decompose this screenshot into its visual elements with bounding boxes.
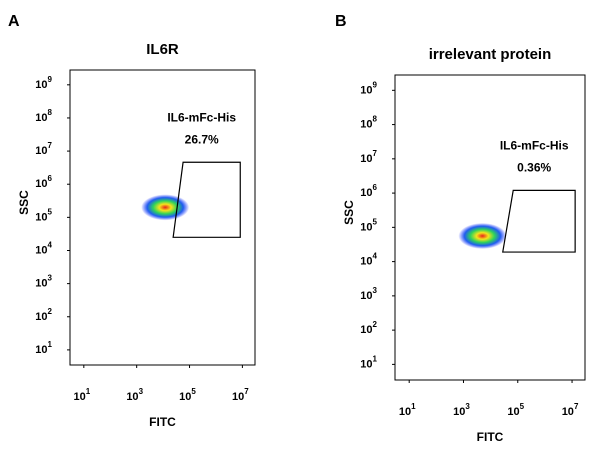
- tick-label: 101: [73, 387, 90, 403]
- tick-label: 105: [507, 402, 524, 418]
- tick-label: 105: [179, 387, 196, 403]
- tick-label: 103: [360, 286, 377, 302]
- tick-label: 107: [35, 141, 52, 157]
- tick-label: 106: [360, 183, 377, 199]
- tick-label: 109: [35, 75, 52, 91]
- cell-population: [458, 222, 507, 249]
- tick-exponent: 9: [48, 75, 53, 84]
- tick-label: 104: [360, 252, 377, 268]
- gate-percent: 26.7%: [185, 132, 219, 146]
- tick-exponent: 7: [244, 387, 249, 396]
- x-axis-label: FITC: [477, 430, 504, 444]
- tick-label: 101: [399, 402, 416, 418]
- y-axis-label: SSC: [342, 200, 356, 225]
- tick-base: 10: [507, 406, 519, 418]
- tick-exponent: 6: [48, 174, 53, 183]
- tick-exponent: 1: [48, 340, 53, 349]
- tick-label: 104: [35, 241, 52, 257]
- tick-exponent: 7: [574, 402, 579, 411]
- tick-base: 10: [73, 391, 85, 403]
- tick-exponent: 6: [373, 183, 378, 192]
- tick-base: 10: [35, 344, 47, 356]
- tick-label: 108: [360, 115, 377, 131]
- tick-base: 10: [179, 391, 191, 403]
- tick-exponent: 3: [465, 402, 470, 411]
- tick-label: 103: [453, 402, 470, 418]
- tick-exponent: 1: [373, 354, 378, 363]
- gate: [172, 161, 241, 238]
- tick-exponent: 4: [373, 252, 378, 261]
- tick-exponent: 5: [48, 207, 53, 216]
- tick-base: 10: [35, 244, 47, 256]
- tick-base: 10: [35, 211, 47, 223]
- gate-name: IL6-mFc-His: [167, 110, 236, 124]
- tick-exponent: 3: [373, 286, 378, 295]
- x-axis-label: FITC: [149, 415, 176, 429]
- tick-base: 10: [360, 187, 372, 199]
- tick-exponent: 4: [48, 241, 53, 250]
- tick-base: 10: [35, 112, 47, 124]
- tick-label: 107: [562, 402, 579, 418]
- tick-base: 10: [360, 358, 372, 370]
- chart-title: IL6R: [146, 41, 179, 58]
- tick-label: 102: [35, 307, 52, 323]
- tick-base: 10: [360, 290, 372, 302]
- tick-exponent: 5: [191, 387, 196, 396]
- tick-base: 10: [360, 84, 372, 96]
- tick-exponent: 8: [373, 115, 378, 124]
- tick-base: 10: [562, 406, 574, 418]
- gate-name: IL6-mFc-His: [500, 139, 569, 153]
- cell-population: [141, 194, 190, 221]
- tick-label: 106: [35, 174, 52, 190]
- tick-exponent: 3: [48, 274, 53, 283]
- tick-exponent: 5: [520, 402, 525, 411]
- tick-label: 109: [360, 80, 377, 96]
- tick-label: 101: [360, 354, 377, 370]
- tick-label: 107: [360, 149, 377, 165]
- tick-exponent: 2: [373, 320, 378, 329]
- tick-base: 10: [35, 79, 47, 91]
- tick-base: 10: [360, 221, 372, 233]
- tick-base: 10: [399, 406, 411, 418]
- panel-letter: A: [8, 13, 20, 30]
- tick-base: 10: [35, 178, 47, 190]
- tick-label: 107: [232, 387, 249, 403]
- tick-base: 10: [360, 256, 372, 268]
- tick-label: 103: [35, 274, 52, 290]
- tick-base: 10: [35, 311, 47, 323]
- tick-exponent: 8: [48, 108, 53, 117]
- tick-label: 101: [35, 340, 52, 356]
- tick-exponent: 1: [86, 387, 91, 396]
- tick-base: 10: [360, 153, 372, 165]
- y-axis-label: SSC: [17, 190, 31, 215]
- tick-base: 10: [453, 406, 465, 418]
- tick-base: 10: [35, 145, 47, 157]
- tick-base: 10: [232, 391, 244, 403]
- tick-exponent: 7: [48, 141, 53, 150]
- tick-base: 10: [360, 324, 372, 336]
- tick-base: 10: [126, 391, 138, 403]
- panel-letter: B: [335, 13, 347, 30]
- tick-exponent: 5: [373, 217, 378, 226]
- gate-percent: 0.36%: [517, 161, 551, 175]
- tick-label: 105: [360, 217, 377, 233]
- tick-label: 108: [35, 108, 52, 124]
- tick-label: 102: [360, 320, 377, 336]
- tick-exponent: 1: [411, 402, 416, 411]
- tick-exponent: 9: [373, 80, 378, 89]
- chart-title: irrelevant protein: [429, 46, 552, 63]
- tick-label: 105: [35, 207, 52, 223]
- tick-base: 10: [360, 118, 372, 130]
- tick-exponent: 2: [48, 307, 53, 316]
- tick-label: 103: [126, 387, 143, 403]
- tick-exponent: 3: [139, 387, 144, 396]
- tick-exponent: 7: [373, 149, 378, 158]
- tick-base: 10: [35, 278, 47, 290]
- gate: [502, 189, 576, 253]
